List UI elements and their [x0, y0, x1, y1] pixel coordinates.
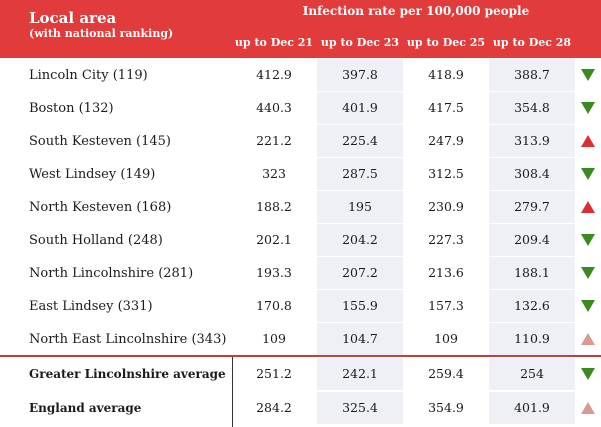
area-name: South Kesteven (145)	[29, 134, 171, 149]
rate-cell: 109	[262, 331, 286, 346]
rate-cell: 188.2	[256, 199, 292, 214]
rate-cell: 325.4	[317, 392, 403, 424]
rate-cell: 354.9	[428, 400, 464, 415]
table-row: West Lindsey (149) 323 287.5 312.5 308.4	[0, 158, 601, 191]
trend-down-icon	[581, 368, 595, 380]
table-row: North East Lincolnshire (343) 109 104.7 109…	[0, 323, 601, 356]
area-name: West Lindsey (149)	[29, 167, 156, 182]
area-name: North Kesteven (168)	[29, 200, 172, 215]
table-row: North Lincolnshire (281) 193.3 207.2 213.6 1…	[0, 257, 601, 290]
table-header: Local area (with national ranking) Infec…	[0, 0, 601, 58]
rate-cell: 221.2	[256, 133, 292, 148]
rate-cell: 225.4	[317, 125, 403, 157]
rate-cell: 388.7	[489, 59, 575, 91]
trend-down-icon	[581, 234, 595, 246]
table-row: East Lindsey (331) 170.8 155.9 157.3 132.6	[0, 290, 601, 323]
rate-cell: 170.8	[256, 298, 292, 313]
column-header-dec25: up to Dec 25	[406, 36, 486, 49]
metric-heading: Infection rate per 100,000 people	[302, 4, 530, 18]
rate-cell: 308.4	[489, 158, 575, 190]
rate-cell: 279.7	[489, 191, 575, 223]
rate-cell: 157.3	[428, 298, 464, 313]
column-header-dec28: up to Dec 28	[492, 36, 572, 49]
rate-cell: 242.1	[317, 358, 403, 390]
summary-row: Greater Lincolnshire average 251.2 242.1 25…	[0, 358, 601, 391]
area-name: Lincoln City (119)	[29, 68, 148, 83]
trend-up-icon	[581, 333, 595, 345]
rate-cell: 213.6	[428, 265, 464, 280]
rate-cell: 323	[262, 166, 286, 181]
rate-cell: 193.3	[256, 265, 292, 280]
rate-cell: 312.5	[428, 166, 464, 181]
trend-down-icon	[581, 168, 595, 180]
ranking-subheading: (with national ranking)	[29, 27, 174, 40]
rate-cell: 155.9	[317, 290, 403, 322]
rate-cell: 227.3	[428, 232, 464, 247]
rate-cell: 284.2	[256, 400, 292, 415]
rate-cell: 401.9	[489, 392, 575, 424]
trend-down-icon	[581, 69, 595, 81]
trend-down-icon	[581, 267, 595, 279]
rate-cell: 287.5	[317, 158, 403, 190]
table-row: South Holland (248) 202.1 204.2 227.3 209.4	[0, 224, 601, 257]
trend-up-icon	[581, 402, 595, 414]
trend-down-icon	[581, 300, 595, 312]
rate-cell: 412.9	[256, 67, 292, 82]
rate-cell: 401.9	[317, 92, 403, 124]
rate-cell: 440.3	[256, 100, 292, 115]
area-name: Boston (132)	[29, 101, 114, 116]
rate-cell: 254	[489, 358, 575, 390]
trend-up-icon	[581, 135, 595, 147]
trend-up-icon	[581, 201, 595, 213]
trend-down-icon	[581, 102, 595, 114]
table-row: Lincoln City (119) 412.9 397.8 418.9 388.7	[0, 59, 601, 92]
rate-cell: 109	[434, 331, 458, 346]
rate-cell: 207.2	[317, 257, 403, 289]
rate-cell: 247.9	[428, 133, 464, 148]
rate-cell: 230.9	[428, 199, 464, 214]
rate-cell: 195	[317, 191, 403, 223]
rate-cell: 397.8	[317, 59, 403, 91]
rate-cell: 417.5	[428, 100, 464, 115]
area-name: England average	[29, 401, 142, 415]
summary-row: England average 284.2 325.4 354.9 401.9	[0, 392, 601, 425]
rate-cell: 204.2	[317, 224, 403, 256]
area-name: East Lindsey (331)	[29, 299, 153, 314]
area-name: North Lincolnshire (281)	[29, 266, 194, 281]
rate-cell: 104.7	[317, 323, 403, 355]
column-header-dec23: up to Dec 23	[320, 36, 400, 49]
rate-cell: 188.1	[489, 257, 575, 289]
rate-cell: 110.9	[489, 323, 575, 355]
table-row: South Kesteven (145) 221.2 225.4 247.9 313.9	[0, 125, 601, 158]
column-header-dec21: up to Dec 21	[234, 36, 314, 49]
rate-cell: 418.9	[428, 67, 464, 82]
rate-cell: 354.8	[489, 92, 575, 124]
area-name: South Holland (248)	[29, 233, 163, 248]
rate-cell: 202.1	[256, 232, 292, 247]
summary-column-divider	[232, 357, 233, 427]
rate-cell: 209.4	[489, 224, 575, 256]
area-name: North East Lincolnshire (343)	[29, 332, 227, 347]
rate-cell: 313.9	[489, 125, 575, 157]
table-row: Boston (132) 440.3 401.9 417.5 354.8	[0, 92, 601, 125]
local-area-heading: Local area	[29, 9, 117, 27]
rate-cell: 251.2	[256, 366, 292, 381]
table-row: North Kesteven (168) 188.2 195 230.9 279.7	[0, 191, 601, 224]
area-name: Greater Lincolnshire average	[29, 367, 226, 381]
rate-cell: 132.6	[489, 290, 575, 322]
rate-cell: 259.4	[428, 366, 464, 381]
summary-divider	[0, 355, 601, 357]
